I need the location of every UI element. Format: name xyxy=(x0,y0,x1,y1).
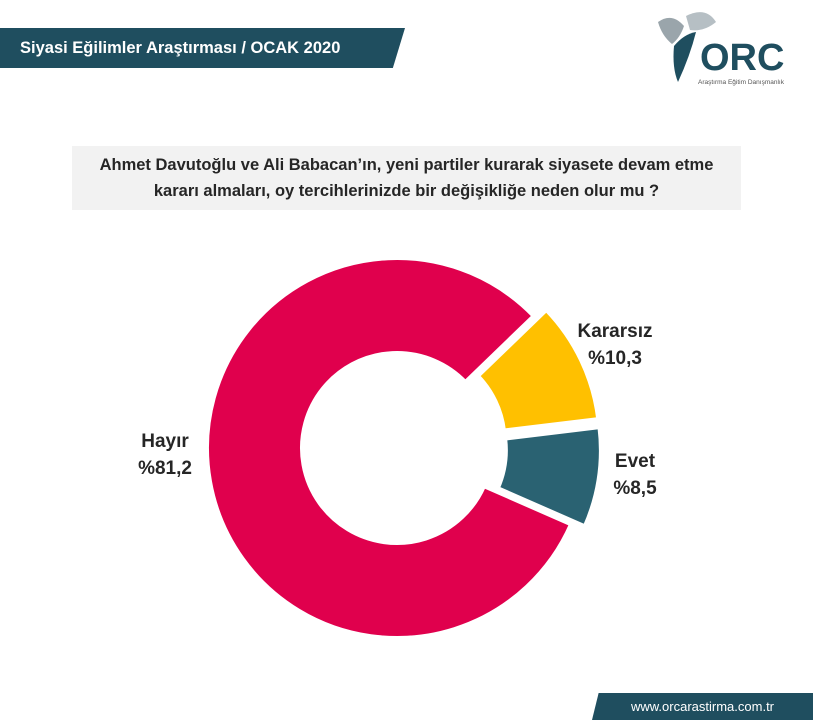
slice-evet xyxy=(495,424,603,529)
report-title: Siyasi Eğilimler Araştırması / OCAK 2020 xyxy=(20,38,341,57)
label-hayir: Hayır %81,2 xyxy=(120,428,210,482)
website-link[interactable]: www.orcarastirma.com.tr xyxy=(630,699,775,714)
header-banner: Siyasi Eğilimler Araştırması / OCAK 2020 xyxy=(0,28,405,68)
label-kararsiz: Kararsız %10,3 xyxy=(565,318,665,372)
svg-text:ORC: ORC xyxy=(700,37,784,79)
label-hayir-name: Hayır xyxy=(141,431,189,452)
label-kararsiz-name: Kararsız xyxy=(577,321,653,342)
orc-logo: ORC Araştırma Eğitim Danışmanlık xyxy=(658,12,785,86)
svg-text:Araştırma Eğitim Danışmanlık: Araştırma Eğitim Danışmanlık xyxy=(698,79,785,86)
question-text: Ahmet Davutoğlu ve Ali Babacan’ın, yeni … xyxy=(99,156,714,200)
footer-banner: www.orcarastirma.com.tr xyxy=(592,693,813,720)
label-evet-value: %8,5 xyxy=(613,478,657,499)
label-evet: Evet %8,5 xyxy=(595,448,675,502)
slice-hayir xyxy=(205,256,574,640)
survey-question: Ahmet Davutoğlu ve Ali Babacan’ın, yeni … xyxy=(72,146,741,210)
label-hayir-value: %81,2 xyxy=(138,458,192,479)
slice-kararsiz xyxy=(475,307,601,433)
label-evet-name: Evet xyxy=(614,451,656,472)
label-kararsiz-value: %10,3 xyxy=(588,348,642,369)
